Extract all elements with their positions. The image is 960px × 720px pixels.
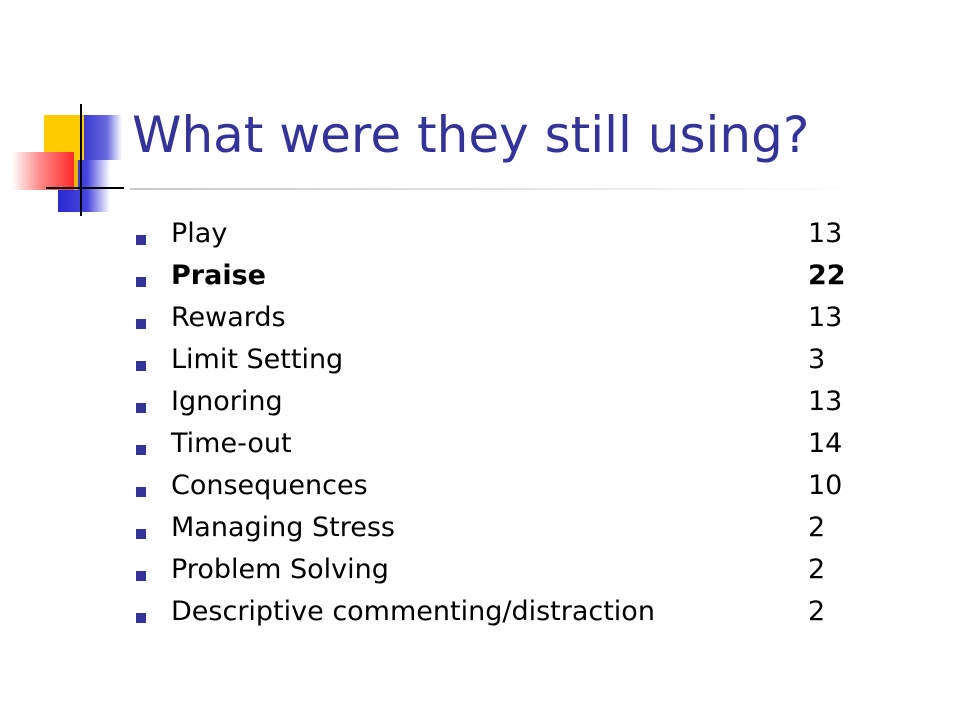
- logo-blue-square-top: [84, 115, 122, 160]
- item-label: Descriptive commenting/distraction: [171, 596, 655, 627]
- item-label: Managing Stress: [171, 512, 395, 543]
- list-item: Praise 22: [0, 257, 960, 297]
- list-item: Descriptive commenting/distraction 2: [0, 593, 960, 633]
- list-item: Limit Setting 3: [0, 341, 960, 381]
- slide-title: What were they still using?: [132, 106, 810, 164]
- item-value: 2: [808, 554, 826, 585]
- logo-vertical-line: [80, 104, 82, 216]
- square-bullet-icon: [136, 361, 146, 371]
- title-underline-rule: [130, 188, 870, 190]
- item-value: 10: [808, 470, 843, 501]
- item-label: Rewards: [171, 302, 286, 333]
- item-value: 13: [808, 302, 843, 333]
- list-item: Consequences 10: [0, 467, 960, 507]
- item-value: 13: [808, 386, 843, 417]
- square-bullet-icon: [136, 571, 146, 581]
- item-value: 14: [808, 428, 843, 459]
- item-label: Consequences: [171, 470, 368, 501]
- item-value: 3: [808, 344, 826, 375]
- item-value: 2: [808, 596, 826, 627]
- item-value: 22: [808, 260, 846, 291]
- decorative-squares-logo: [0, 0, 140, 230]
- logo-red-bar: [12, 152, 74, 190]
- item-value: 2: [808, 512, 826, 543]
- list-item: Managing Stress 2: [0, 509, 960, 549]
- item-label: Praise: [171, 260, 266, 291]
- square-bullet-icon: [136, 235, 146, 245]
- item-label: Play: [171, 218, 228, 249]
- item-value: 13: [808, 218, 843, 249]
- item-label: Time-out: [171, 428, 292, 459]
- square-bullet-icon: [136, 277, 146, 287]
- square-bullet-icon: [136, 487, 146, 497]
- item-label: Limit Setting: [171, 344, 344, 375]
- logo-horizontal-line: [46, 187, 124, 189]
- list-item: Time-out 14: [0, 425, 960, 465]
- list-item: Ignoring 13: [0, 383, 960, 423]
- square-bullet-icon: [136, 319, 146, 329]
- list-item: Rewards 13: [0, 299, 960, 339]
- item-label: Ignoring: [171, 386, 283, 417]
- square-bullet-icon: [136, 613, 146, 623]
- list-item: Problem Solving 2: [0, 551, 960, 591]
- list-item: Play 13: [0, 215, 960, 255]
- square-bullet-icon: [136, 403, 146, 413]
- square-bullet-icon: [136, 445, 146, 455]
- square-bullet-icon: [136, 529, 146, 539]
- item-label: Problem Solving: [171, 554, 389, 585]
